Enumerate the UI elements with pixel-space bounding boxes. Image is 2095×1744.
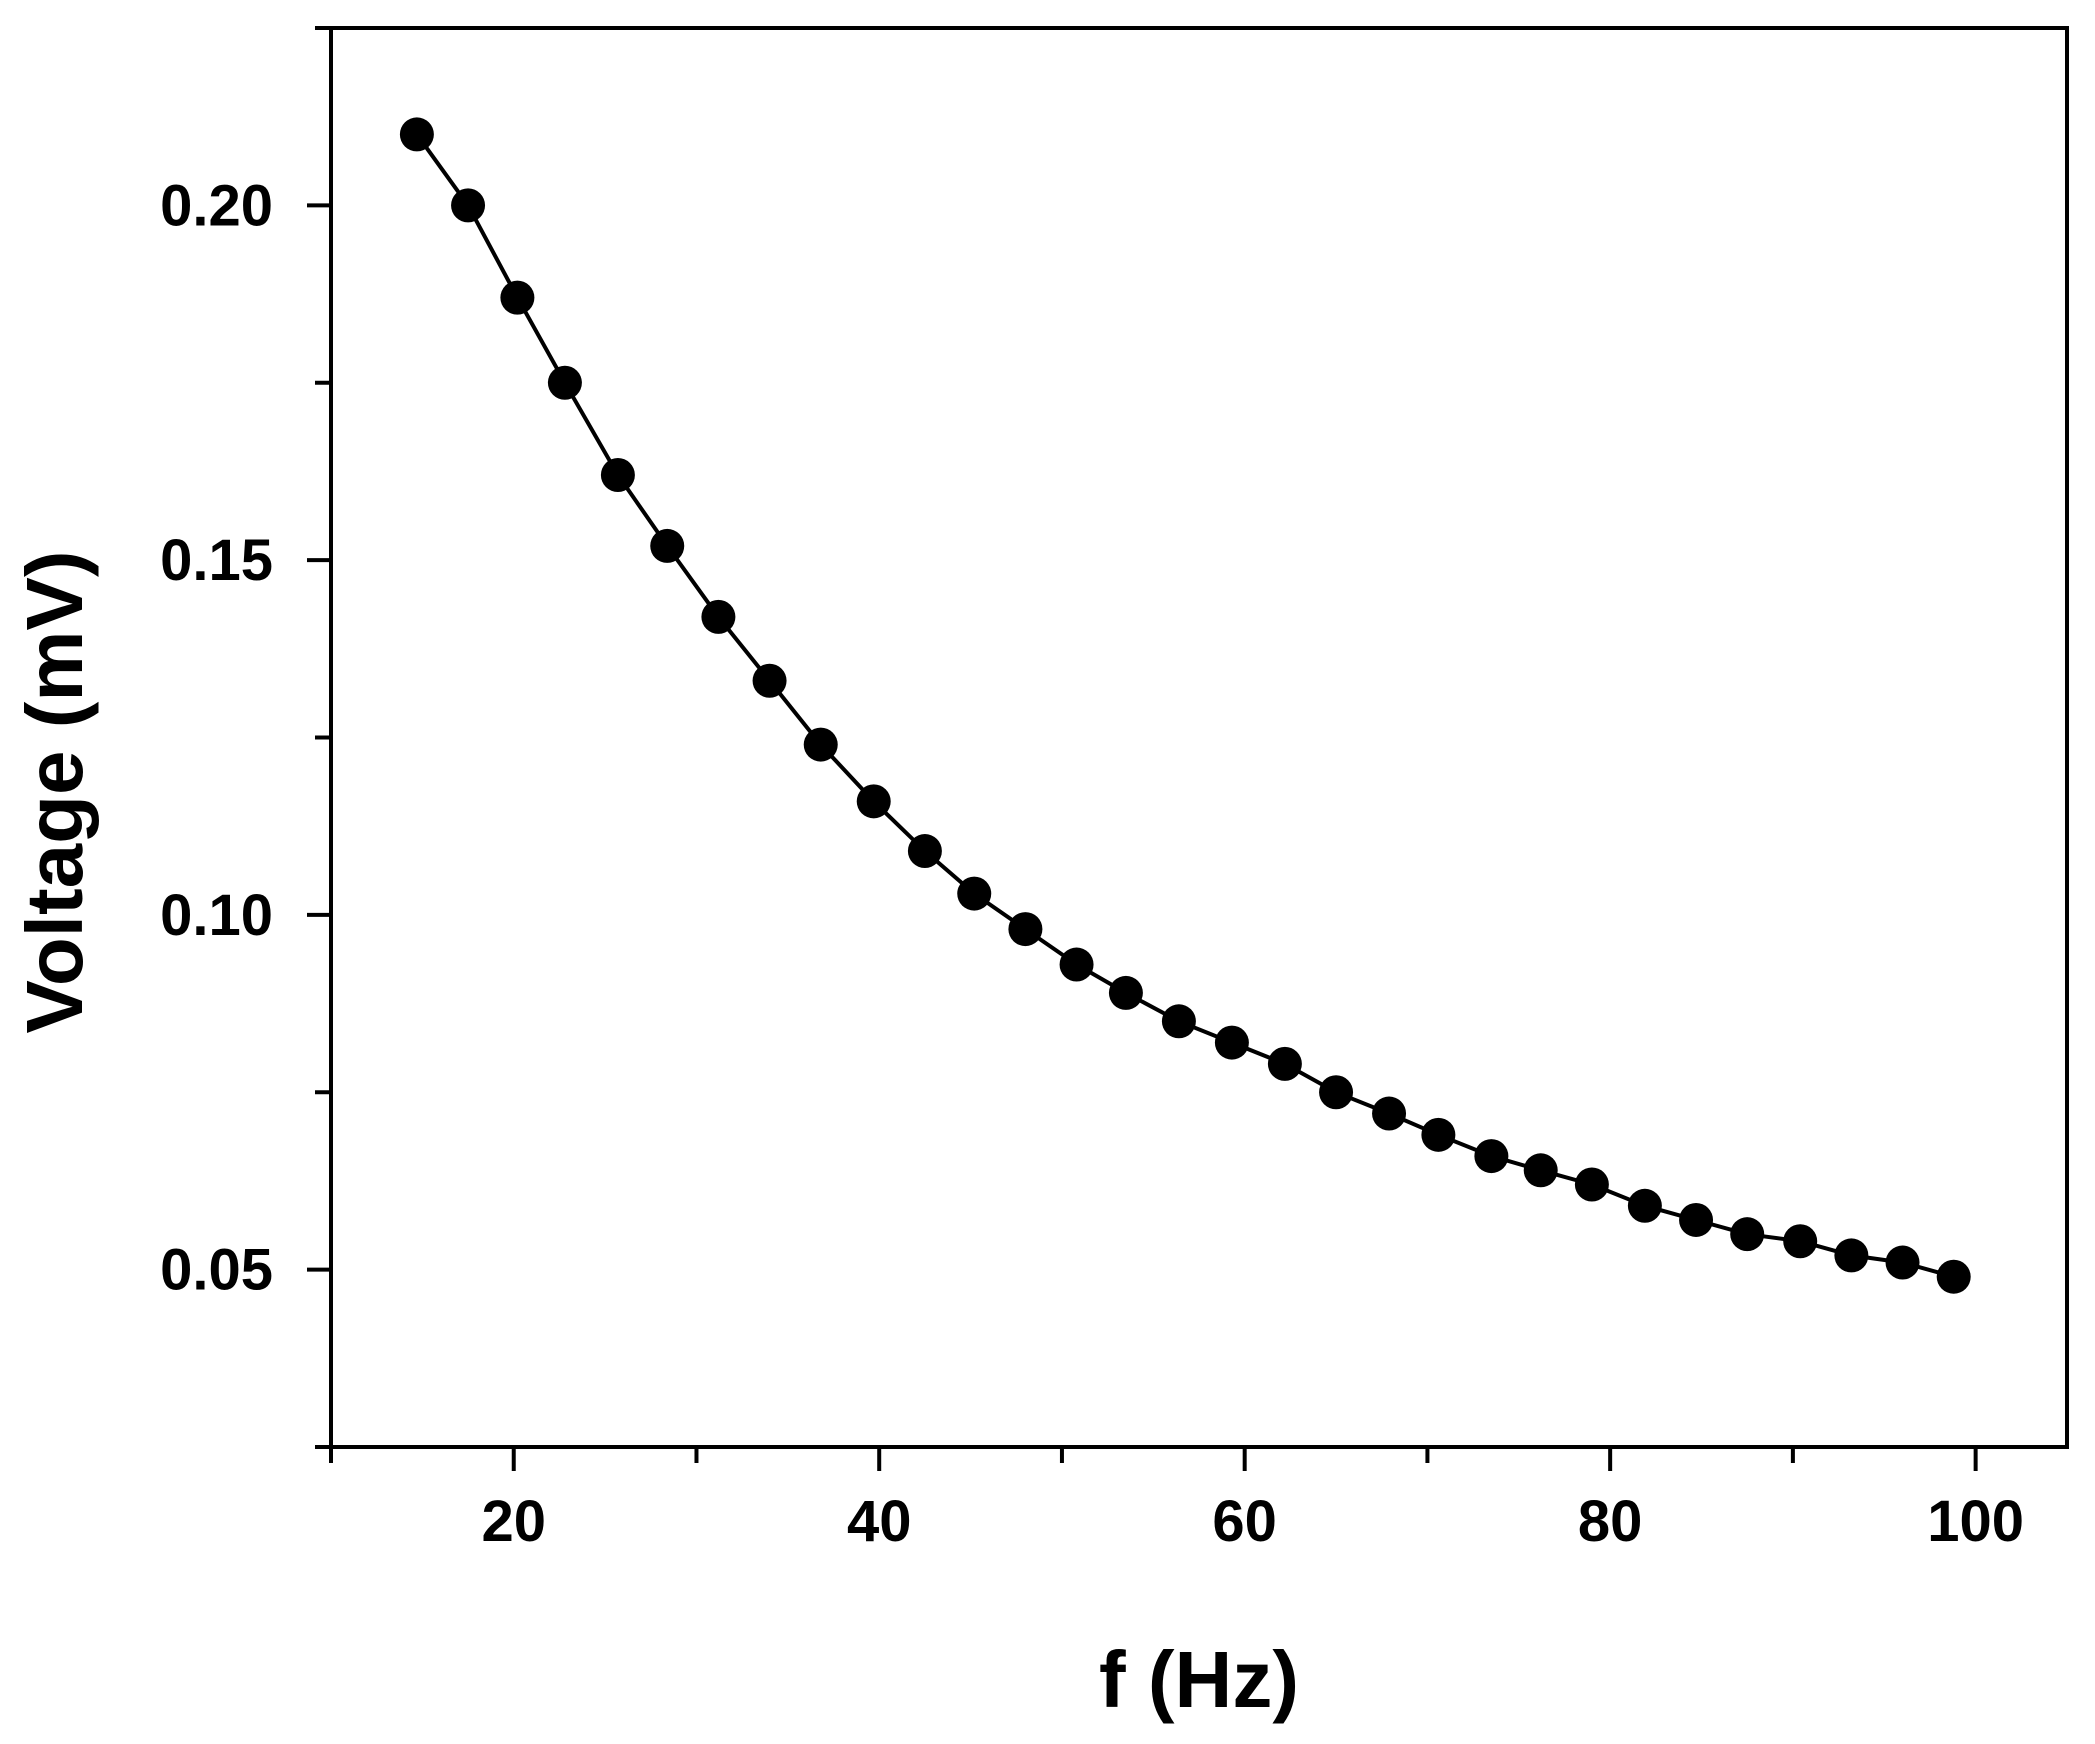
data-point [1936, 1259, 1971, 1294]
data-point [957, 876, 992, 911]
data-point [1214, 1025, 1249, 1060]
x-axis-title: f (Hz) [1099, 1635, 1299, 1724]
data-point [1421, 1117, 1456, 1152]
data-point [1008, 912, 1043, 947]
data-point [500, 280, 535, 315]
tick-labels: 20 40 60 80 100 0.05 0.10 0.15 0.20 [160, 173, 2024, 1554]
data-point [1679, 1202, 1714, 1237]
data-point [1059, 947, 1094, 982]
data-point [1885, 1245, 1920, 1280]
x-tick-label: 20 [481, 1489, 546, 1554]
x-tick-label: 100 [1927, 1489, 2024, 1554]
data-point [1730, 1217, 1765, 1252]
data-point [1372, 1096, 1407, 1131]
data-point [803, 727, 838, 762]
data-point [1783, 1224, 1818, 1259]
data-point [650, 528, 685, 563]
axis-ticks [307, 26, 1978, 1471]
x-tick-label: 40 [847, 1489, 912, 1554]
data-point [1834, 1238, 1869, 1273]
data-point [856, 784, 891, 819]
x-tick-label: 80 [1578, 1489, 1643, 1554]
data-point [1267, 1046, 1302, 1081]
data-point [1108, 975, 1143, 1010]
x-tick-label: 60 [1212, 1489, 1277, 1554]
data-point [1627, 1188, 1662, 1223]
data-point [907, 834, 942, 869]
y-tick-label: 0.10 [160, 883, 273, 948]
y-tick-label: 0.15 [160, 528, 273, 593]
data-point [1523, 1153, 1558, 1188]
data-point [1574, 1167, 1609, 1202]
data-point [701, 599, 736, 634]
y-tick-label: 0.05 [160, 1238, 273, 1303]
data-point [1319, 1075, 1354, 1110]
data-points [399, 117, 1971, 1294]
y-tick-label: 0.20 [160, 173, 273, 238]
data-point [1474, 1139, 1509, 1174]
data-point [600, 457, 635, 492]
data-point [547, 365, 582, 400]
series-line [415, 133, 1955, 1279]
data-point [399, 117, 434, 152]
data-point [451, 188, 486, 223]
y-axis-title: Voltage (mV) [10, 550, 99, 1033]
data-point [1161, 1004, 1196, 1039]
data-point [752, 663, 787, 698]
